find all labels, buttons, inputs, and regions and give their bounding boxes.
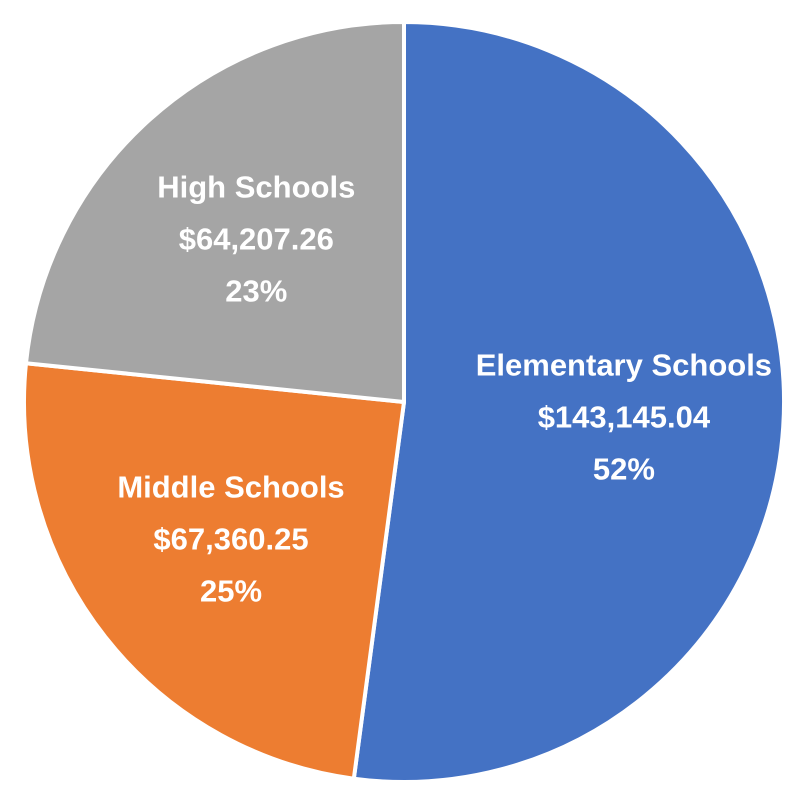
data-label-elementary-schools: Elementary Schools $143,145.04 52% <box>476 348 772 487</box>
pie-slice-elementary-schools <box>351 20 787 784</box>
label-percent-middle-schools: 25% <box>200 574 262 609</box>
label-percent-elementary-schools: 52% <box>593 452 655 487</box>
pie-slices <box>22 20 787 784</box>
label-category-high-schools: High Schools <box>157 169 355 204</box>
pie-labels: Elementary Schools $143,145.04 52% Middle S… <box>117 169 772 608</box>
label-category-middle-schools: Middle Schools <box>117 470 344 505</box>
pie-slice-high-schools <box>23 20 406 404</box>
label-value-elementary-schools: $143,145.04 <box>538 400 711 435</box>
label-value-middle-schools: $67,360.25 <box>153 522 308 557</box>
data-label-high-schools: High Schools $64,207.26 23% <box>157 169 355 308</box>
label-category-elementary-schools: Elementary Schools <box>476 348 772 383</box>
pie-slice-middle-schools <box>22 361 406 781</box>
data-label-middle-schools: Middle Schools $67,360.25 25% <box>117 470 344 609</box>
label-value-high-schools: $64,207.26 <box>179 221 334 256</box>
label-percent-high-schools: 23% <box>225 273 287 308</box>
